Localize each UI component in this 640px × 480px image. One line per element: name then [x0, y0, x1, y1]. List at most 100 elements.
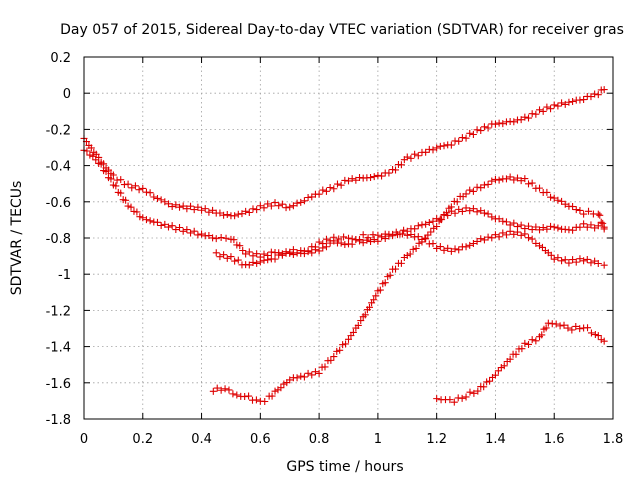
data-point — [480, 236, 488, 244]
data-point — [455, 137, 463, 145]
data-point — [253, 259, 261, 267]
data-point — [484, 210, 492, 218]
data-point — [480, 181, 488, 189]
data-point — [469, 130, 477, 138]
data-point — [538, 243, 546, 251]
data-point — [587, 259, 595, 267]
data-point — [278, 200, 286, 208]
data-point — [183, 205, 191, 213]
data-point — [543, 103, 551, 111]
data-point — [231, 257, 239, 265]
data-point — [209, 234, 217, 242]
data-point — [321, 363, 329, 371]
data-point — [97, 160, 105, 168]
data-point — [315, 369, 323, 377]
data-point — [491, 120, 499, 128]
data-point — [462, 393, 470, 401]
data-point — [319, 186, 327, 194]
data-point — [477, 207, 485, 215]
data-point — [157, 221, 165, 229]
data-series-2 — [80, 146, 608, 261]
data-point — [293, 199, 301, 207]
data-point — [168, 222, 176, 230]
data-point — [133, 208, 141, 216]
data-point — [342, 340, 350, 348]
data-point — [451, 209, 459, 217]
data-point — [462, 243, 470, 251]
data-point — [260, 204, 268, 212]
data-point — [378, 172, 386, 180]
data-point — [326, 239, 334, 247]
data-point — [488, 177, 496, 185]
data-point — [491, 371, 499, 379]
data-point — [187, 202, 195, 210]
data-point — [550, 194, 558, 202]
data-point — [561, 200, 569, 208]
data-point — [506, 355, 514, 363]
data-point — [335, 235, 343, 243]
data-point — [260, 250, 268, 258]
data-point — [300, 197, 308, 205]
data-point — [528, 179, 536, 187]
data-point — [552, 320, 560, 328]
data-point — [280, 380, 288, 388]
data-point — [414, 152, 422, 160]
data-point — [376, 286, 384, 294]
data-point — [591, 257, 599, 265]
data-point — [585, 207, 593, 215]
data-point — [330, 237, 338, 245]
data-point — [466, 207, 474, 215]
data-point — [536, 242, 544, 250]
data-point — [422, 235, 430, 243]
data-point — [564, 324, 572, 332]
data-point — [600, 261, 608, 269]
data-point — [229, 390, 237, 398]
data-point — [561, 100, 569, 108]
data-point — [525, 222, 533, 230]
data-point — [397, 259, 405, 267]
data-point — [412, 244, 420, 252]
data-point — [538, 331, 546, 339]
data-point — [242, 207, 250, 215]
data-point — [466, 241, 474, 249]
data-point — [223, 254, 231, 262]
data-point — [337, 181, 345, 189]
data-point — [386, 271, 394, 279]
data-point — [594, 91, 602, 99]
data-point — [462, 190, 470, 198]
data-point — [600, 337, 608, 345]
data-point — [484, 180, 492, 188]
data-point — [458, 394, 466, 402]
data-point — [370, 296, 378, 304]
data-point — [381, 279, 389, 287]
data-point — [550, 255, 558, 263]
data-point — [532, 223, 540, 231]
data-point — [587, 329, 595, 337]
data-point — [446, 396, 454, 404]
data-point — [339, 341, 347, 349]
data-point — [107, 175, 115, 183]
data-point — [594, 210, 602, 218]
data-point — [253, 250, 261, 258]
data-point — [451, 245, 459, 253]
data-point — [359, 231, 367, 239]
data-point — [569, 226, 577, 234]
data-point — [109, 171, 117, 179]
data-point — [532, 337, 540, 345]
data-point — [112, 182, 120, 190]
data-point — [409, 245, 417, 253]
data-point — [164, 223, 172, 231]
y-tick-label: -0.8 — [46, 232, 71, 247]
data-point — [277, 384, 285, 392]
data-point — [433, 222, 441, 230]
data-point — [261, 397, 269, 405]
data-point — [429, 217, 437, 225]
data-point — [418, 238, 426, 246]
data-point — [469, 205, 477, 213]
data-point — [458, 207, 466, 215]
data-point — [486, 377, 494, 385]
data-point — [473, 237, 481, 245]
data-point — [374, 171, 382, 179]
data-point — [547, 251, 555, 259]
data-point — [374, 237, 382, 245]
